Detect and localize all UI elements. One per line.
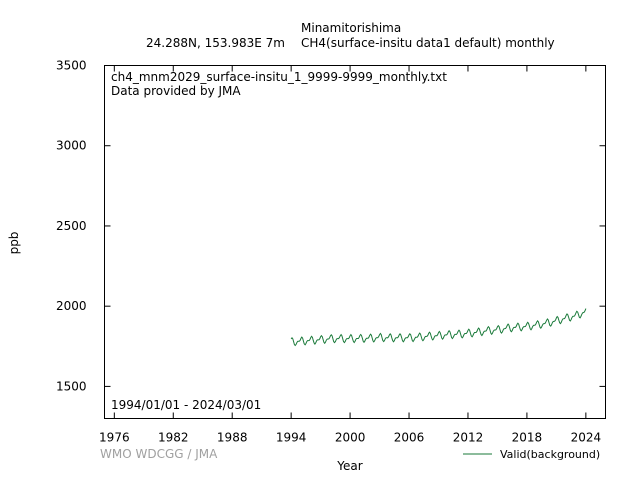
watermark: WMO WDCGG / JMA	[100, 447, 218, 461]
plot-frame	[104, 65, 606, 419]
x-tick-label: 2024	[571, 431, 602, 445]
plot-filename: ch4_mnm2029_surface-insitu_1_9999-9999_m…	[111, 70, 447, 84]
y-axis-label: ppb	[7, 232, 21, 255]
series-line	[290, 308, 587, 347]
legend-label: Valid(background)	[500, 448, 600, 461]
ticks-group: 1976 1982 1988 1994 2000 2006 2012 2018 2024 1500…	[56, 59, 606, 445]
station-name: Minamitorishima	[301, 21, 402, 35]
data-period: 1994/01/01 - 2024/03/01	[111, 398, 261, 412]
y-tick-label: 2000	[56, 299, 87, 313]
x-tick-label: 2012	[453, 431, 484, 445]
y-tick-label: 2500	[56, 219, 87, 233]
y-tick-label: 1500	[56, 379, 87, 393]
data-provider: Data provided by JMA	[111, 84, 241, 98]
x-axis-label: Year	[336, 459, 362, 473]
x-tick-label: 1976	[99, 431, 130, 445]
x-tick-label: 2018	[512, 431, 543, 445]
x-tick-label: 1988	[217, 431, 248, 445]
x-tick-label: 1994	[276, 431, 307, 445]
dataset-label: CH4(surface-insitu data1 default) monthl…	[301, 36, 555, 50]
x-tick-label: 2006	[394, 431, 425, 445]
y-tick-label: 3000	[56, 139, 87, 153]
x-tick-label: 1982	[158, 431, 189, 445]
x-tick-label: 2000	[335, 431, 366, 445]
station-location: 24.288N, 153.983E 7m	[146, 36, 285, 50]
y-tick-label: 3500	[56, 59, 87, 73]
series-group	[290, 308, 587, 347]
